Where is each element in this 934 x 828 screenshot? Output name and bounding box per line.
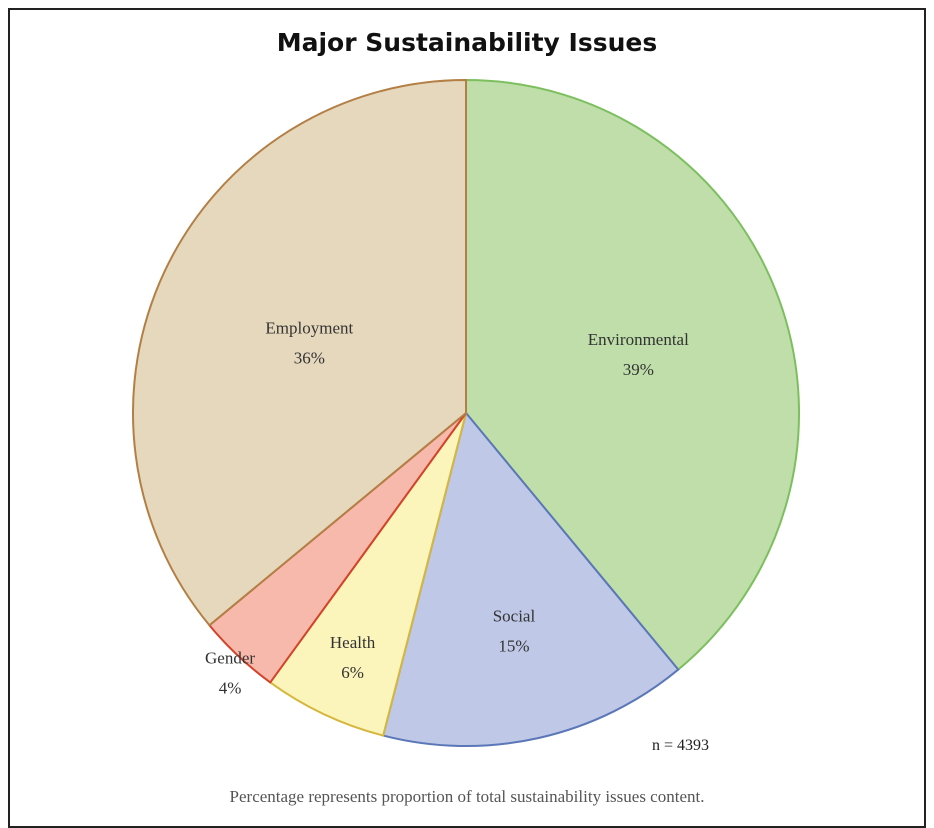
chart-footnote: Percentage represents proportion of tota…: [229, 787, 705, 806]
slice-label-gender: Gender: [205, 649, 255, 668]
pie-slice-environmental: [465, 78, 800, 671]
slice-label-employment: Employment: [265, 318, 353, 337]
chart-title: Major Sustainability Issues: [276, 28, 658, 57]
pie-slice-social: [381, 410, 680, 747]
sample-size-annotation: n = 4393: [652, 737, 710, 754]
slice-value-employment: 36%: [294, 348, 325, 367]
pie-slice-health: [268, 412, 467, 737]
slice-value-social: 15%: [498, 636, 529, 655]
slice-value-environmental: 39%: [623, 360, 654, 379]
slice-value-gender: 4%: [219, 679, 242, 698]
slice-label-health: Health: [330, 633, 376, 652]
slice-value-health: 6%: [341, 663, 364, 682]
pie-labels: Environmental 39% Social 15% Health 6% Gender 4…: [205, 318, 689, 697]
slice-label-environmental: Environmental: [588, 330, 689, 349]
pie-slice-employment: [132, 78, 467, 627]
pie-slices: [132, 78, 800, 747]
slice-label-social: Social: [493, 606, 536, 625]
